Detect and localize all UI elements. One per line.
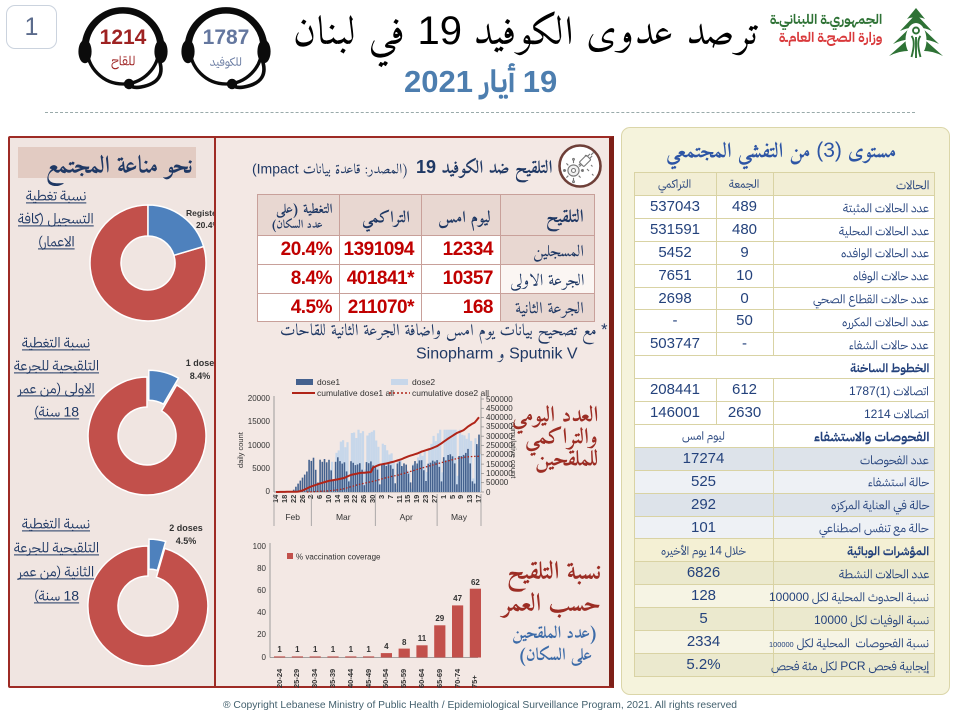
svg-text:18: 18 [63, 587, 79, 603]
svg-text:18: 18 [63, 403, 79, 419]
svg-text:dose1: dose1 [317, 377, 340, 387]
svg-text:cumulative dose1 all: cumulative dose1 all [317, 388, 394, 398]
svg-text:1787(1): 1787(1) [849, 384, 890, 398]
svg-text:Sputnik V: Sputnik V [509, 346, 578, 363]
svg-text:PCR: PCR [840, 659, 866, 673]
svg-text:1214: 1214 [864, 407, 891, 421]
svg-text:(Impact: (Impact [252, 160, 299, 176]
svg-text:2021: 2021 [404, 64, 473, 99]
svg-text:(3): (3) [810, 139, 847, 162]
svg-text:100000: 100000 [769, 590, 809, 604]
svg-text:10000: 10000 [814, 613, 848, 627]
svg-text:dose2: dose2 [412, 377, 435, 387]
svg-text:14: 14 [709, 545, 722, 557]
svg-text:Sinopharm: Sinopharm [416, 346, 493, 363]
svg-text:cumulative dose2 all: cumulative dose2 all [412, 388, 489, 398]
svg-text:*: * [597, 321, 609, 339]
svg-text:19: 19 [416, 157, 436, 177]
svg-text:100000: 100000 [769, 640, 794, 649]
svg-text:19: 19 [418, 9, 463, 53]
svg-text:19: 19 [522, 64, 556, 99]
svg-text:% vaccination coverage: % vaccination coverage [296, 553, 381, 562]
